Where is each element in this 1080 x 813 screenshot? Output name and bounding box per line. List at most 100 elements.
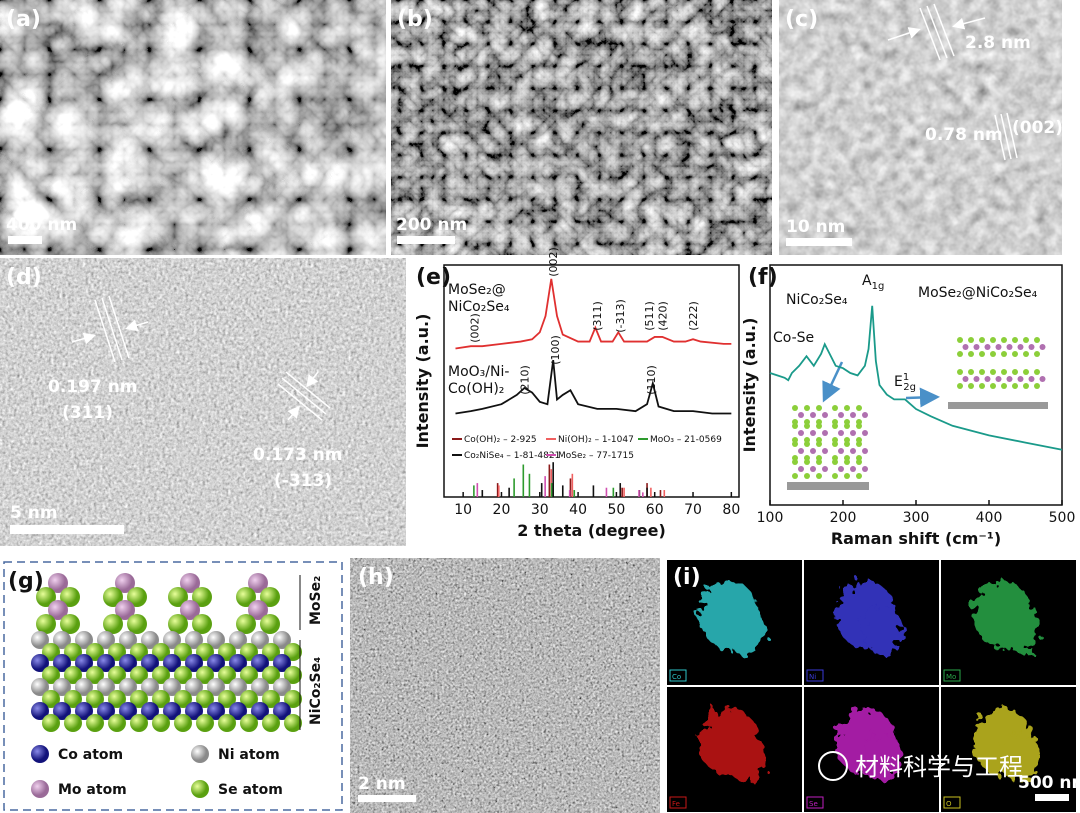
- element-blob: [699, 581, 765, 654]
- atom: [240, 666, 258, 684]
- atom: [108, 714, 126, 732]
- map-tag: [943, 669, 961, 682]
- element-blob: [973, 581, 1039, 654]
- scale-label: 500 nm: [1018, 773, 1080, 793]
- atom: [990, 383, 996, 389]
- element-blob: [836, 581, 902, 654]
- atom: [984, 344, 991, 350]
- atom: [141, 702, 159, 720]
- x-tick-label: 200: [830, 510, 857, 526]
- reference-stick: [548, 464, 551, 497]
- x-tick-label: 500: [1049, 510, 1076, 526]
- series-label: Co(OH)₂: [448, 381, 504, 397]
- atom: [64, 666, 82, 684]
- atom: [218, 690, 236, 708]
- reference-stick: [646, 487, 648, 497]
- watermark: 材料科学与工程: [855, 753, 1023, 781]
- legend-swatch: [191, 745, 209, 763]
- eds-maps: Co Ni Mo Fe Se O: [667, 560, 1076, 812]
- atom: [207, 654, 225, 672]
- atom: [75, 631, 93, 649]
- atom: [850, 448, 856, 454]
- panel-label: (h): [358, 565, 394, 590]
- atom: [86, 643, 104, 661]
- atom: [48, 600, 68, 620]
- legend-swatch: [31, 780, 49, 798]
- atom: [180, 573, 200, 593]
- reference-stick: [650, 487, 652, 497]
- reference-stick: [528, 473, 531, 497]
- lattice-marks: [887, 3, 1018, 161]
- atom: [957, 383, 963, 389]
- atom: [838, 448, 844, 454]
- atom: [850, 466, 856, 472]
- atom: [284, 690, 302, 708]
- atom: [979, 369, 985, 375]
- atom: [36, 614, 56, 634]
- atom: [822, 448, 828, 454]
- map-label: Se: [809, 800, 818, 808]
- atom: [968, 351, 974, 357]
- element-blob: [973, 708, 1039, 781]
- blob-part: [999, 733, 1039, 781]
- atom: [108, 690, 126, 708]
- legend-label: Co₂NiSe₄ – 1-81-4821: [464, 451, 560, 461]
- x-tick-label: 20: [493, 502, 511, 518]
- atom: [174, 666, 192, 684]
- legend-label: Co(OH)₂ – 2-925: [464, 435, 537, 445]
- atom: [207, 702, 225, 720]
- atom: [196, 714, 214, 732]
- raman-chart: (f) Co-Se NiCo₂Se₄ A1g E1 2g MoSe₂@NiCo₂S…: [740, 264, 1076, 548]
- panel-label: (i): [673, 565, 701, 590]
- atom: [816, 441, 822, 447]
- scale-bar: [786, 238, 852, 246]
- atom: [60, 614, 80, 634]
- atom: [229, 702, 247, 720]
- atom: [192, 614, 212, 634]
- atom: [979, 351, 985, 357]
- atom: [229, 678, 247, 696]
- tem-image: [779, 0, 1062, 255]
- atom: [862, 430, 868, 436]
- reference-stick: [568, 490, 571, 497]
- atom: [832, 441, 838, 447]
- atom: [152, 643, 170, 661]
- atom: [53, 702, 71, 720]
- atom: [218, 666, 236, 684]
- panel-label: (e): [416, 265, 451, 290]
- atom: [141, 654, 159, 672]
- scale-label: 200 nm: [396, 215, 467, 235]
- reference-stick: [663, 490, 666, 497]
- atom: [236, 614, 256, 634]
- atom: [168, 587, 188, 607]
- scale-label: 2 nm: [358, 774, 406, 794]
- atom: [284, 666, 302, 684]
- atom: [990, 369, 996, 375]
- atom: [850, 412, 856, 418]
- atom: [260, 614, 280, 634]
- peak-label: A1g: [862, 273, 884, 292]
- atom: [174, 714, 192, 732]
- atom: [1001, 337, 1007, 343]
- annotation: 0.197 nm: [48, 377, 138, 397]
- peak-label: E1 2g: [894, 372, 916, 393]
- reference-stick: [561, 485, 564, 497]
- atom: [862, 448, 868, 454]
- atom: [262, 666, 280, 684]
- atom: [957, 351, 963, 357]
- label-part: 2g: [903, 382, 916, 393]
- atom: [1039, 376, 1046, 382]
- atom: [185, 702, 203, 720]
- x-tick-label: 400: [976, 510, 1003, 526]
- y-axis-label: Intensity (a.u.): [413, 314, 432, 449]
- map-tag: [669, 796, 687, 809]
- sem-image: [391, 0, 772, 255]
- atom: [75, 678, 93, 696]
- map-tag: [806, 796, 824, 809]
- atom: [822, 430, 828, 436]
- atom: [968, 383, 974, 389]
- x-tick-label: 10: [454, 502, 472, 518]
- atom: [1023, 337, 1029, 343]
- peak-label: (210): [518, 365, 531, 395]
- atom: [798, 448, 804, 454]
